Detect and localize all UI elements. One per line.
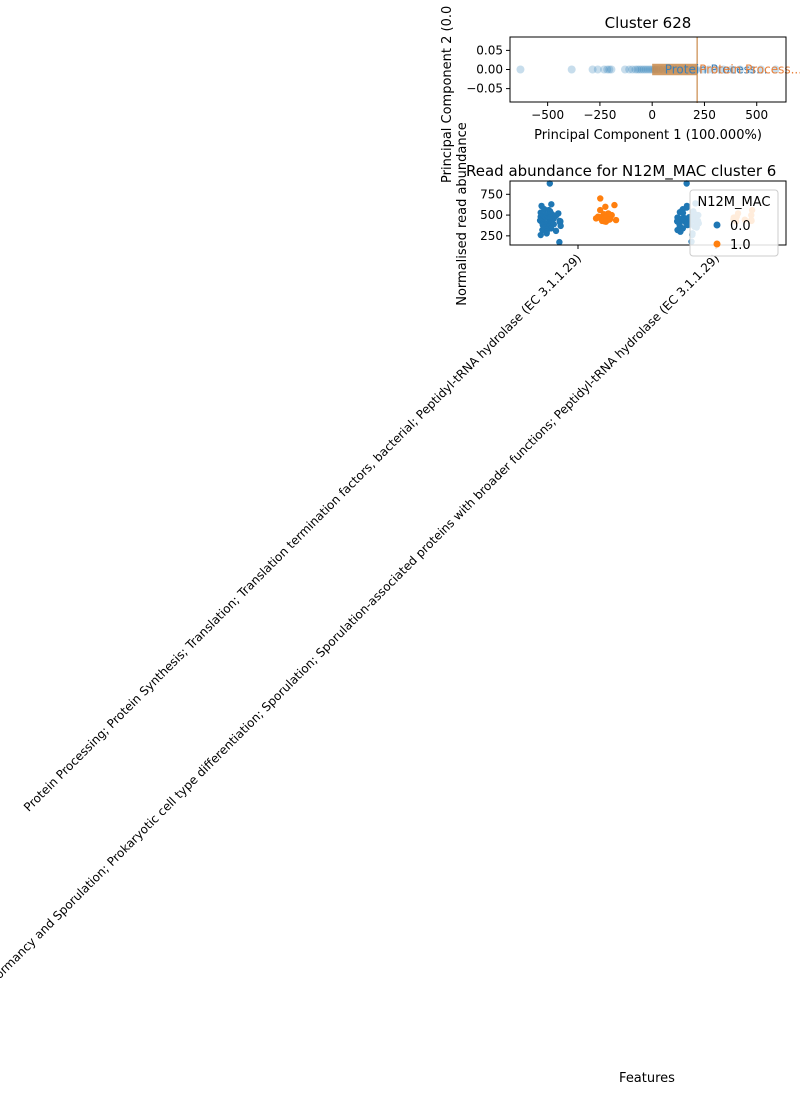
pca-point — [704, 65, 713, 74]
strip-point — [543, 230, 550, 237]
strip-point — [679, 209, 687, 217]
pca-title: Cluster 628 — [605, 14, 692, 32]
pca-x-tick-label: 500 — [745, 108, 768, 122]
pca-point — [756, 65, 765, 74]
pca-point — [607, 65, 616, 74]
strip-title: Read abundance for N12M_MAC cluster 6 — [466, 162, 776, 181]
pca-x-tick-label: −250 — [583, 108, 616, 122]
pca-point — [516, 65, 525, 74]
strip-x-axis-label: Features — [619, 1071, 675, 1086]
strip-point — [612, 216, 620, 224]
legend-frame — [689, 189, 779, 257]
strip-point — [683, 180, 690, 187]
strip-y-tick-label: 250 — [480, 229, 503, 243]
strip-point — [546, 180, 553, 187]
pca-point — [727, 65, 736, 74]
pca-point — [633, 65, 642, 74]
strip-point — [602, 218, 610, 225]
legend-title: N12M_MAC — [698, 195, 771, 210]
strip-x-tick-label-1: Dormancy and Sporulation; Prokaryotic ce… — [0, 251, 722, 988]
pca-point — [625, 65, 634, 74]
strip-point — [547, 225, 555, 232]
pca-y-tick-label: −0.05 — [466, 82, 503, 96]
pca-y-axis-label: Principal Component 2 (0.0 — [440, 6, 455, 183]
pca-x-tick-label: 0 — [648, 108, 656, 122]
pca-point — [746, 65, 755, 74]
strip-x-tick-label-0: Protein Processing; Protein Synthesis; T… — [21, 251, 584, 814]
strip-y-axis-label: Normalised read abundance — [455, 122, 470, 306]
strip-point — [684, 221, 691, 229]
strip-point — [597, 195, 604, 202]
strip-chart: Read abundance for N12M_MAC cluster 6 25… — [0, 122, 787, 1086]
strip-point — [537, 231, 544, 239]
pca-point — [600, 65, 609, 74]
strip-plot-frame — [509, 180, 787, 246]
pca-point — [567, 65, 576, 74]
strip-point — [611, 201, 618, 209]
pca-x-axis-label: Principal Component 1 (100.000%) — [534, 128, 762, 143]
legend-label-1: 1.0 — [730, 238, 751, 253]
pca-point — [641, 65, 650, 74]
legend-marker-1 — [713, 240, 721, 248]
pca-point — [605, 65, 614, 74]
legend-label-0: 0.0 — [730, 219, 751, 234]
strip-x-ticks: Protein Processing; Protein Synthesis; T… — [0, 245, 722, 988]
pca-point — [603, 65, 612, 74]
pca-chart: Cluster 628 Protein Process...Protein Pr… — [440, 6, 800, 183]
pca-annotation-0: Protein Process... — [665, 63, 768, 77]
pca-x-tick-label: 250 — [693, 108, 716, 122]
pca-point — [719, 65, 728, 74]
pca-point — [621, 65, 629, 74]
strip-point — [602, 203, 609, 210]
pca-y-ticks: 0.05 0.00 −0.05 — [466, 43, 510, 96]
pca-point — [644, 65, 652, 74]
strip-point — [556, 238, 563, 246]
strip-point — [592, 215, 600, 222]
strip-point — [548, 201, 555, 208]
pca-point — [771, 65, 780, 74]
pca-annotations: Protein Process...Protein Process... — [665, 63, 800, 77]
pca-point — [588, 65, 597, 74]
pca-x-ticks: −500 −250 0 250 500 — [531, 102, 768, 122]
strip-legend: N12M_MAC 0.0 1.0 — [689, 189, 779, 257]
legend-marker-0 — [713, 221, 721, 229]
pca-x-tick-label: −500 — [531, 108, 564, 122]
pca-loading-vector — [652, 37, 698, 103]
strip-point — [596, 206, 604, 214]
pca-point — [635, 65, 644, 74]
strip-y-tick-label: 500 — [480, 208, 503, 222]
strip-y-ticks: 250 500 750 — [480, 187, 510, 243]
pca-point — [736, 65, 744, 74]
pca-point — [593, 65, 602, 74]
pca-annotation-1: Protein Process... — [699, 63, 800, 77]
pca-point — [631, 65, 640, 74]
pca-point — [710, 65, 719, 74]
strip-point — [677, 228, 684, 235]
pca-point — [646, 65, 655, 74]
pca-point — [628, 65, 637, 74]
pca-y-tick-label: 0.05 — [476, 43, 503, 57]
pca-point — [639, 65, 648, 74]
pca-point — [698, 65, 707, 74]
loading-vector-bar — [652, 63, 698, 76]
pca-point — [637, 65, 646, 74]
strip-point — [557, 222, 564, 230]
pca-y-tick-label: 0.00 — [476, 63, 503, 77]
strip-y-tick-label: 750 — [480, 187, 503, 201]
strip-point — [552, 227, 560, 235]
